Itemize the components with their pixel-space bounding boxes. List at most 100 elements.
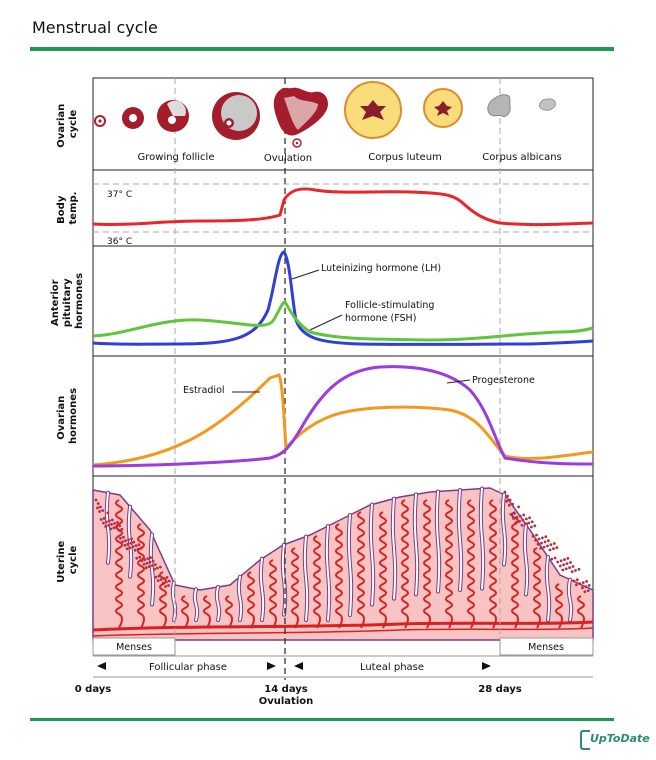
gland-lumen-2	[149, 533, 155, 606]
debris-dot-15	[135, 556, 139, 560]
menses-left-label: Menses	[116, 642, 152, 653]
spiral-artery-2	[159, 571, 167, 629]
debris-dot-88	[559, 559, 563, 563]
gland-lumen-21	[567, 578, 573, 621]
debris-dot-0	[94, 498, 98, 502]
debris-dot-98	[534, 538, 537, 542]
spiral-artery-1	[137, 523, 145, 629]
ovarian-hormones-label-1: Ovarian	[56, 396, 67, 440]
stage-corpus-luteum: Corpus luteum	[368, 152, 442, 163]
debris-dot-137	[570, 570, 574, 574]
stage-ovulation: Ovulation	[264, 153, 312, 164]
spiral-artery-3	[181, 595, 189, 629]
page-title: Menstrual cycle	[32, 18, 158, 37]
corpus-luteum-center	[360, 100, 386, 120]
gland-lumen-3	[171, 581, 177, 621]
debris-dot-78	[585, 580, 588, 583]
progesterone-label: Progesterone	[472, 375, 535, 386]
debris-dot-86	[581, 581, 585, 584]
debris-dot-35	[164, 580, 168, 584]
debris-dot-5	[157, 574, 161, 578]
follicle-2-oocyte	[129, 114, 137, 122]
debris-dot-1	[122, 535, 125, 539]
pituitary-label-2: pituitary	[62, 278, 73, 327]
debris-dot-90	[537, 537, 541, 541]
temp-37-label: 37° C	[107, 190, 132, 200]
debris-dot-13	[154, 575, 158, 579]
debris-dot-111	[518, 519, 521, 523]
debris-dot-29	[148, 560, 152, 564]
ovulation-rupture	[284, 96, 318, 130]
corpus-albicans-2	[538, 98, 556, 111]
debris-dot-138	[517, 505, 520, 509]
debris-dot-131	[552, 547, 555, 551]
debris-dot-102	[575, 583, 578, 587]
spiral-artery-17	[489, 499, 497, 629]
basal-artery-2	[92, 627, 594, 637]
debris-dot-79	[531, 534, 535, 538]
stage-growing-follicle: Growing follicle	[138, 152, 215, 163]
debris-dot-127	[511, 502, 514, 506]
debris-dot-87	[528, 516, 531, 520]
gland-lumen-20	[545, 556, 551, 621]
ovarian-cycle-label-1: Ovarian	[56, 104, 67, 148]
spiral-artery-18	[511, 511, 519, 629]
ovarian-hormones-label-2: hormones	[68, 388, 79, 444]
debris-dot-85	[550, 557, 554, 561]
debris-dot-3	[102, 517, 106, 520]
debris-dot-34	[137, 543, 141, 547]
ovarian-hormones-label: Ovarian hormones	[56, 388, 79, 444]
debris-dot-92	[515, 515, 519, 519]
debris-dot-83	[572, 579, 576, 583]
debris-dot-63	[117, 528, 121, 532]
spiral-artery-16	[467, 499, 475, 629]
debris-dot-69	[133, 548, 137, 552]
gland-lumen-17	[479, 487, 485, 590]
debris-dot-57	[101, 509, 105, 512]
debris-dot-56	[147, 565, 151, 568]
day-28-label: 28 days	[478, 684, 522, 695]
debris-dot-124	[586, 589, 590, 592]
debris-dot-20	[124, 539, 127, 543]
fsh-label-line2: hormone (FSH)	[345, 313, 416, 324]
lh-leader	[291, 269, 320, 280]
debris-dot-51	[159, 565, 162, 569]
debris-dot-73	[513, 511, 516, 515]
uterine-cycle-label: Uterine cycle	[56, 537, 79, 582]
debris-dot-12	[127, 538, 130, 542]
debris-dot-135	[507, 503, 511, 507]
debris-dot-53	[139, 546, 143, 550]
pituitary-label-3: hormones	[74, 273, 85, 329]
debris-dot-65	[98, 510, 102, 513]
debris-dot-31	[129, 541, 133, 545]
luteal-arrow-right	[482, 662, 491, 670]
gland-lumen-18	[501, 493, 507, 566]
debris-dot-48	[150, 564, 154, 567]
debris-dot-43	[161, 581, 165, 585]
gland-lumen-4	[193, 588, 199, 621]
debris-dot-114	[527, 521, 531, 525]
spiral-artery-15	[445, 499, 453, 629]
debris-dot-61	[136, 547, 140, 551]
debris-dot-39	[126, 542, 130, 546]
debris-dot-120	[546, 544, 549, 548]
debris-dot-116	[505, 499, 509, 503]
debris-dot-52	[112, 526, 116, 530]
spiral-artery-19	[533, 547, 541, 629]
debris-dot-108	[508, 498, 512, 502]
gland-lumen-13	[391, 497, 397, 600]
corpus-albicans-1	[487, 94, 511, 117]
debris-dot-54	[167, 584, 170, 587]
pituitary-label: Anterior pituitary hormones	[50, 273, 85, 329]
spiral-artery-21	[577, 595, 585, 629]
debris-dot-8	[165, 576, 169, 579]
debris-dot-76	[522, 513, 526, 517]
debris-dot-59	[156, 566, 159, 570]
debris-dot-97	[587, 584, 591, 587]
debris-dot-96	[556, 560, 560, 564]
debris-dot-33	[110, 523, 113, 526]
debris-dot-132	[583, 590, 587, 594]
debris-dot-32	[156, 579, 160, 582]
debris-dot-10	[146, 557, 150, 560]
